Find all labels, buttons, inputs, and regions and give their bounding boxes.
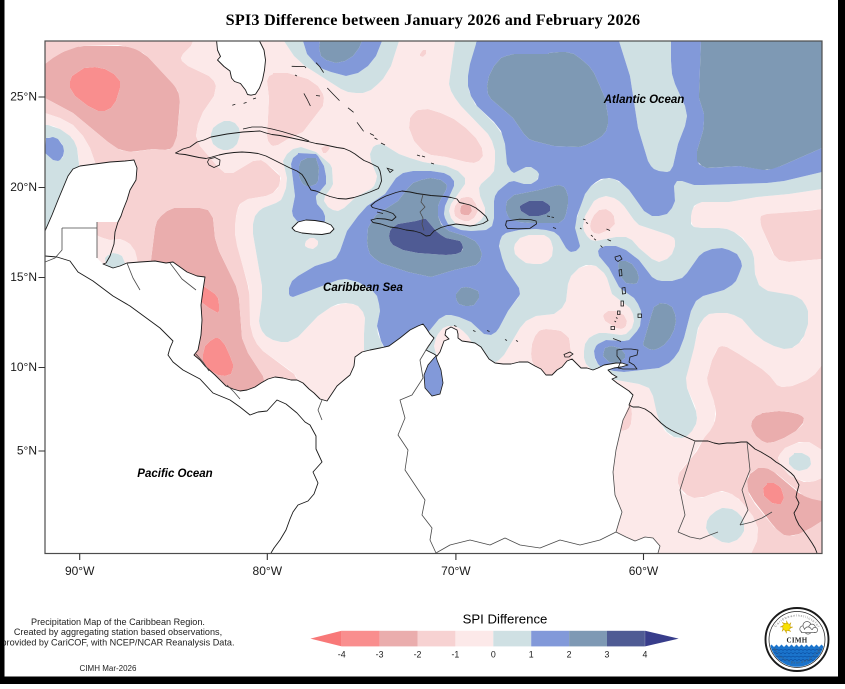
svg-text:0: 0 — [491, 650, 496, 660]
svg-text:-4: -4 — [338, 650, 346, 660]
svg-text:Precipitation Map of the Carib: Precipitation Map of the Caribbean Regio… — [31, 617, 205, 627]
svg-text:-3: -3 — [376, 650, 384, 660]
svg-text:provided by CariCOF, with NCEP: provided by CariCOF, with NCEP/NCAR Rean… — [2, 637, 235, 647]
svg-text:3: 3 — [605, 650, 610, 660]
svg-text:1: 1 — [529, 650, 534, 660]
svg-text:CIMH: CIMH — [786, 637, 807, 645]
svg-text:2: 2 — [567, 650, 572, 660]
svg-text:Caribbean Sea: Caribbean Sea — [323, 282, 403, 294]
svg-text:60°W: 60°W — [629, 564, 659, 578]
svg-text:SPI Difference: SPI Difference — [463, 612, 548, 627]
svg-text:Atlantic Ocean: Atlantic Ocean — [603, 94, 685, 106]
svg-text:10°N: 10°N — [10, 360, 37, 374]
svg-text:20°N: 20°N — [10, 180, 37, 194]
svg-text:25°N: 25°N — [10, 90, 37, 104]
svg-text:Created by aggregating station: Created by aggregating station based obs… — [14, 627, 222, 637]
svg-text:Pacific Ocean: Pacific Ocean — [137, 468, 212, 480]
svg-text:5°N: 5°N — [17, 444, 37, 458]
svg-text:-2: -2 — [414, 650, 422, 660]
svg-text:CIMH Mar-2026: CIMH Mar-2026 — [80, 664, 137, 673]
svg-text:SPI3 Difference between Januar: SPI3 Difference between January 2026 and… — [226, 11, 641, 29]
svg-text:90°W: 90°W — [65, 564, 95, 578]
svg-text:70°W: 70°W — [441, 564, 471, 578]
svg-text:80°W: 80°W — [253, 564, 283, 578]
svg-text:4: 4 — [642, 650, 647, 660]
svg-text:-1: -1 — [451, 650, 459, 660]
svg-text:15°N: 15°N — [10, 270, 37, 284]
